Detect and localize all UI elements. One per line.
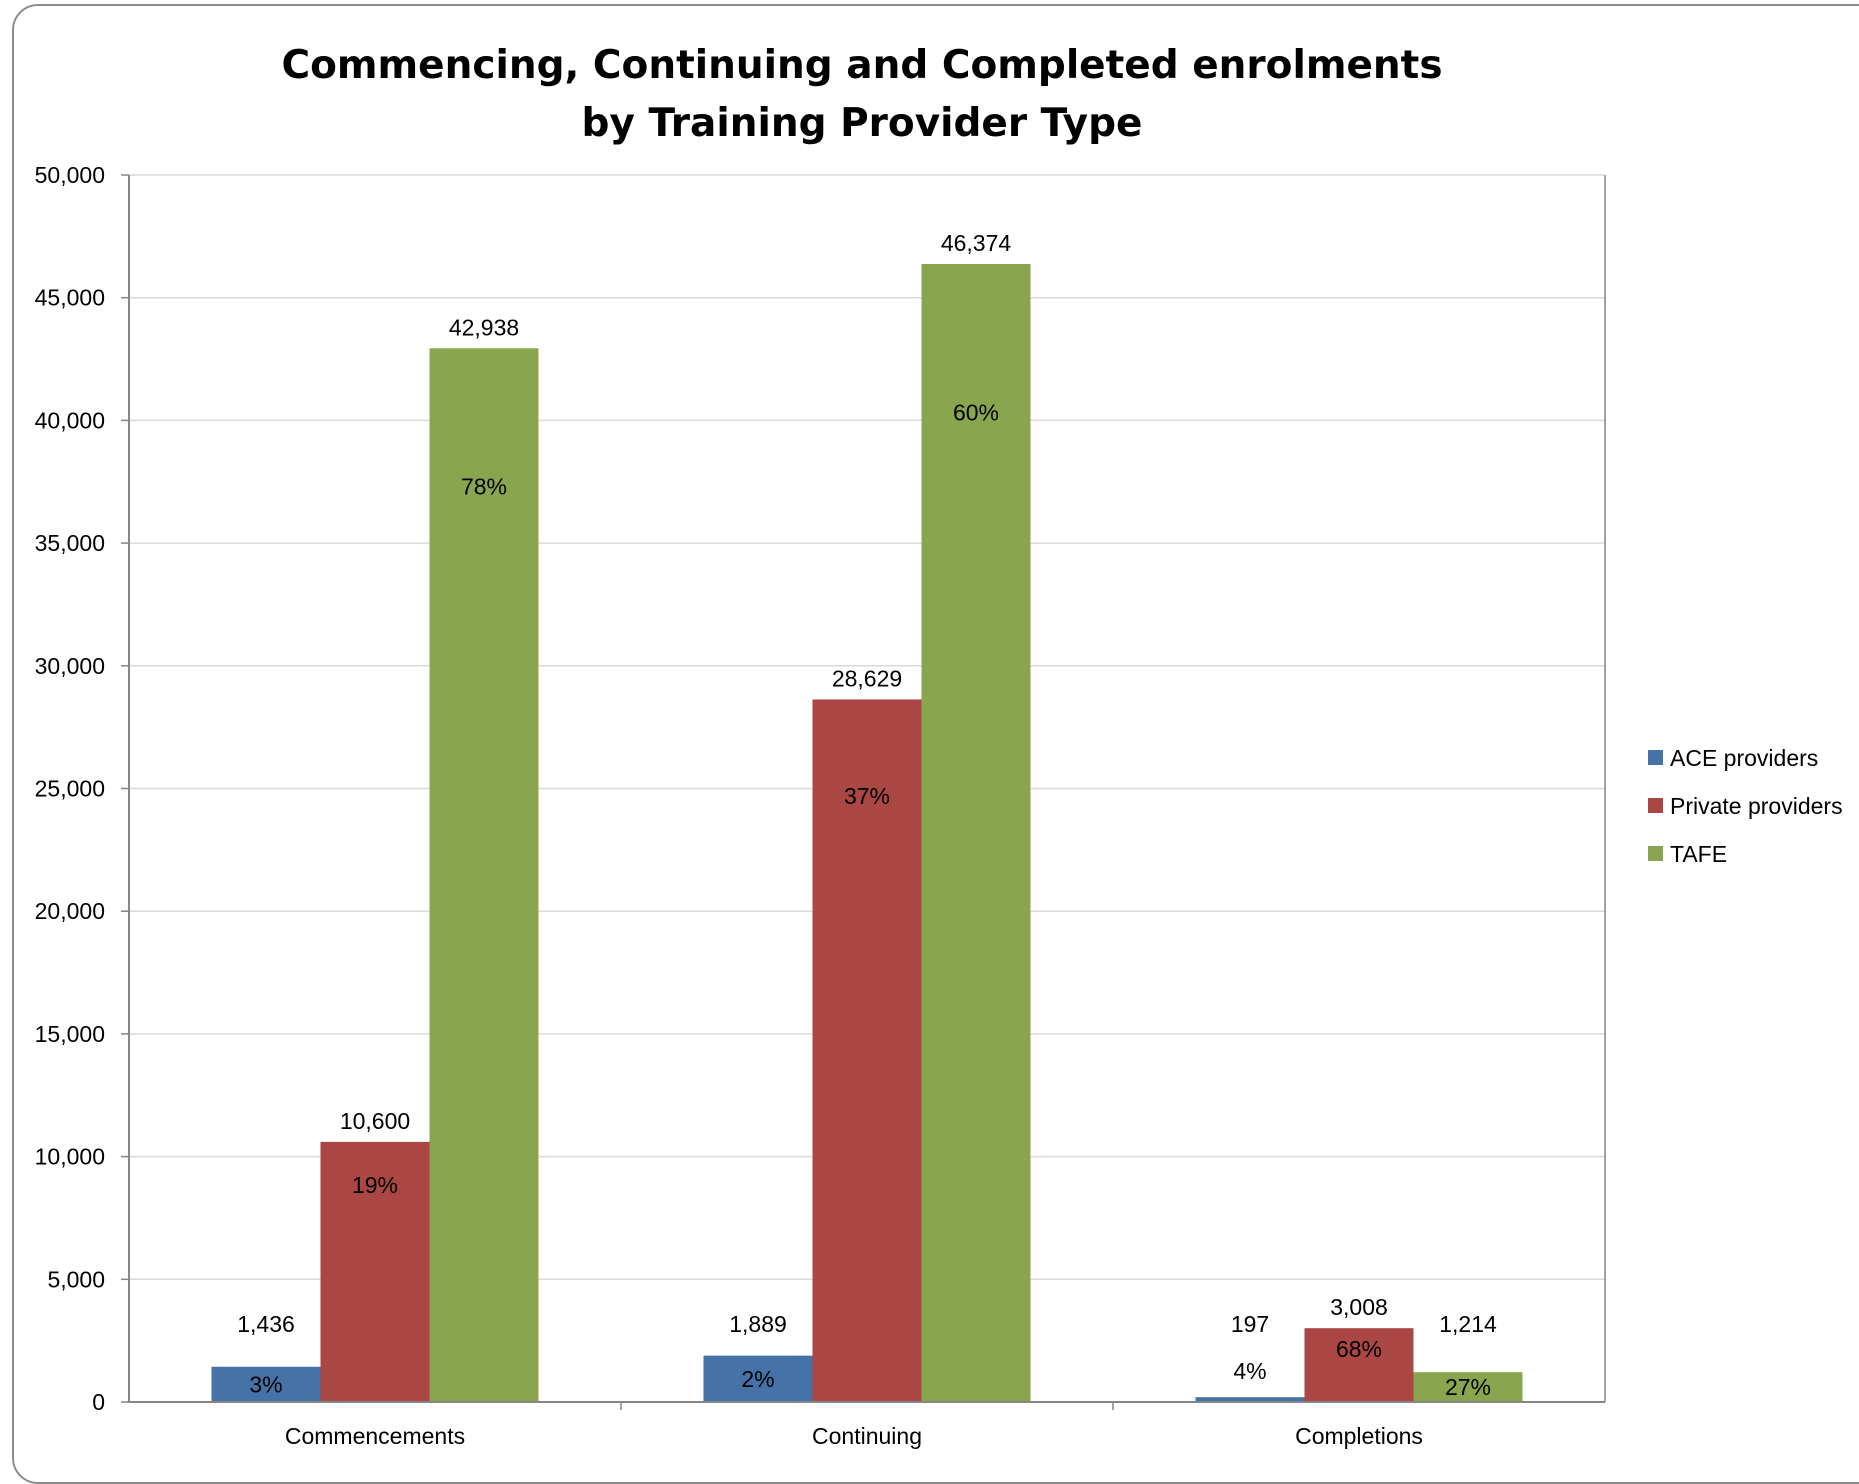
y-tick-label: 5,000 — [47, 1266, 105, 1292]
percent-label: 27% — [1445, 1374, 1491, 1400]
percent-label: 2% — [741, 1366, 774, 1392]
legend-swatch — [1648, 798, 1663, 813]
legend: ACE providers Private providers TAFE — [1648, 745, 1843, 867]
percent-label: 78% — [461, 474, 507, 500]
percent-label: 37% — [844, 783, 890, 809]
y-tick-label: 25,000 — [35, 776, 105, 802]
bar — [1195, 1397, 1305, 1402]
bar — [211, 1366, 321, 1402]
legend-swatch — [1648, 750, 1663, 765]
percent-label: 60% — [953, 400, 999, 426]
legend-swatch — [1648, 846, 1663, 861]
value-label: 1,436 — [237, 1311, 295, 1337]
x-tick-label: Completions — [1295, 1423, 1423, 1449]
y-axis-ticks: 0 5,000 10,000 15,000 20,000 25,000 30,000 35,0… — [35, 162, 129, 1415]
legend-label: TAFE — [1670, 841, 1727, 867]
percent-label: 4% — [1233, 1358, 1266, 1384]
bar — [1304, 1328, 1414, 1402]
chart-title-line-1: Commencing, Continuing and Completed enr… — [281, 43, 1442, 88]
y-tick-label: 45,000 — [35, 285, 105, 311]
percent-label: 68% — [1336, 1336, 1382, 1362]
x-tick-label: Continuing — [812, 1423, 922, 1449]
y-tick-label: 40,000 — [35, 407, 105, 433]
value-label: 1,889 — [729, 1311, 787, 1337]
value-label: 10,600 — [340, 1108, 410, 1134]
y-tick-label: 30,000 — [35, 653, 105, 679]
y-tick-label: 0 — [92, 1389, 105, 1415]
x-tick-label: Commencements — [285, 1423, 465, 1449]
bar — [812, 699, 922, 1402]
legend-label: ACE providers — [1670, 745, 1818, 771]
chart-title-line-2: by Training Provider Type — [582, 101, 1143, 146]
percent-label: 3% — [249, 1371, 282, 1397]
value-label: 46,374 — [941, 230, 1012, 256]
x-axis-ticks: Commencements Continuing Completions — [285, 1402, 1423, 1449]
percent-label: 19% — [352, 1172, 398, 1198]
bar — [1413, 1372, 1523, 1402]
legend-label: Private providers — [1670, 793, 1843, 819]
bar — [921, 263, 1031, 1402]
value-label: 42,938 — [449, 314, 519, 340]
value-label: 197 — [1231, 1311, 1269, 1337]
y-tick-label: 35,000 — [35, 530, 105, 556]
y-tick-label: 50,000 — [35, 162, 105, 188]
y-tick-label: 10,000 — [35, 1144, 105, 1170]
data-labels: 1,436 3% 10,600 19% 42,938 78% 1,889 2% 28,629 37… — [237, 230, 1497, 1400]
value-label: 1,214 — [1439, 1311, 1497, 1337]
bar — [320, 1141, 430, 1402]
bars — [211, 263, 1523, 1402]
y-tick-label: 15,000 — [35, 1021, 105, 1047]
value-label: 28,629 — [832, 665, 902, 691]
value-label: 3,008 — [1330, 1294, 1388, 1320]
y-tick-label: 20,000 — [35, 898, 105, 924]
bar — [703, 1355, 813, 1402]
bar — [429, 348, 539, 1402]
axes — [128, 175, 1606, 1403]
